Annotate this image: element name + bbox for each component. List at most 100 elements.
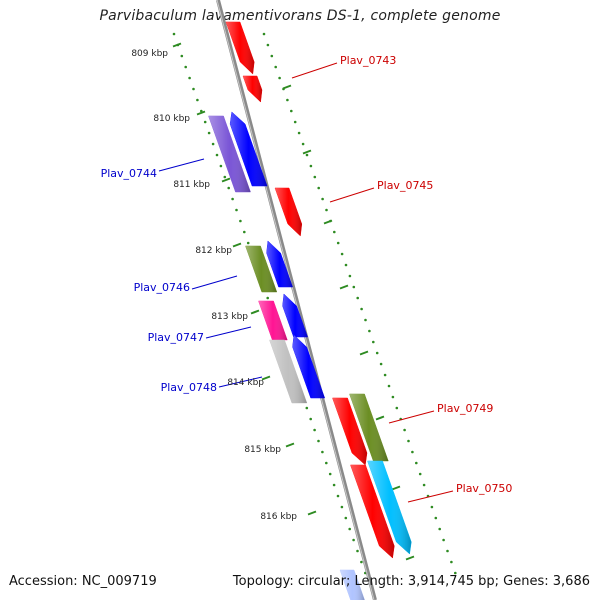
left-ruler-dot [223, 175, 227, 179]
right-ruler-dot [321, 197, 324, 201]
right-ruler-dot [325, 208, 328, 212]
rev-cds-purple-shade [208, 116, 251, 192]
gene-label[interactable]: Plav_0747 [148, 331, 204, 344]
left-major-tick [232, 242, 242, 248]
left-ruler-dot [184, 65, 187, 69]
kbp-label: 814 kbp [227, 378, 264, 388]
rev-cds-blue-shade [292, 335, 325, 398]
kbp-label: 811 kbp [173, 180, 210, 190]
right-ruler-dot [313, 175, 317, 179]
right-ruler-dot [290, 109, 293, 113]
right-ruler-dot [411, 450, 414, 454]
left-ruler-dot [344, 516, 348, 520]
left-ruler-dot [219, 164, 223, 168]
left-ruler-dot [246, 241, 250, 245]
left-ruler-dot [305, 406, 309, 410]
left-ruler-dot [360, 560, 363, 564]
gene-leader-line [329, 187, 375, 203]
gene-leader-line [205, 326, 252, 339]
gene-label[interactable]: Plav_0748 [161, 381, 217, 394]
left-ruler-dot [340, 505, 344, 509]
genome-backbone [216, 0, 377, 600]
left-major-tick [221, 177, 231, 183]
left-ruler-dot [227, 186, 230, 190]
right-ruler-dot [286, 98, 289, 102]
right-ruler-dot [262, 32, 266, 36]
gene-leader-line [407, 490, 454, 503]
left-ruler-dot [215, 153, 219, 157]
gene-labels: Plav_0743 Plav_0744 Plav_0745 Plav_0746 Plav… [101, 54, 512, 503]
left-ruler-dot [332, 483, 336, 487]
left-ruler-dot [317, 439, 320, 443]
left-major-tick [307, 510, 317, 516]
right-ruler-dot [356, 296, 360, 300]
right-ruler-dot [278, 76, 281, 80]
left-ruler-dot [196, 98, 199, 102]
right-ruler-dot [454, 571, 457, 575]
right-ruler-dot [407, 439, 410, 443]
kbp-label: 812 kbp [195, 246, 232, 256]
right-ruler-dot [301, 142, 305, 146]
right-ruler-dot [360, 307, 363, 311]
right-major-tick [359, 350, 369, 356]
left-ruler-dot [266, 296, 270, 300]
left-ruler-dot [309, 417, 313, 421]
right-ruler-dot [375, 351, 379, 355]
gene-label[interactable]: Plav_0749 [437, 402, 493, 415]
right-ruler-dot [297, 131, 301, 135]
right-major-tick [391, 485, 401, 491]
gene-label[interactable]: Plav_0745 [377, 179, 433, 192]
right-ruler-dot [274, 65, 278, 69]
right-ruler-dot [434, 516, 438, 520]
left-ruler-dot [188, 76, 191, 80]
gene-label[interactable]: Plav_0750 [456, 482, 512, 495]
right-major-tick [302, 149, 312, 155]
right-ruler-dot [403, 428, 406, 432]
ruler-ticks [172, 32, 457, 575]
gene-leader-line [291, 62, 338, 79]
right-ruler-dot [372, 340, 375, 344]
right-ruler-dot [340, 252, 344, 256]
map-title: Parvibaculum lavamentivorans DS-1, compl… [99, 8, 501, 24]
gene-label[interactable]: Plav_0746 [134, 281, 190, 294]
fwd-cds-red-shade [332, 398, 367, 465]
kbp-label: 810 kbp [153, 114, 190, 124]
right-ruler-dot [305, 153, 309, 157]
left-ruler-dot [336, 494, 340, 498]
left-ruler-dot [313, 428, 316, 432]
right-ruler-dot [422, 483, 426, 487]
left-ruler-dot [203, 120, 207, 124]
rev-cds-blue-shade [230, 112, 268, 186]
gene-label[interactable]: Plav_0744 [101, 167, 157, 180]
gene-features [208, 21, 412, 600]
genome-summary: Topology: circular; Length: 3,914,745 bp… [232, 574, 590, 589]
right-ruler-dot [446, 549, 449, 553]
kbp-label: 816 kbp [260, 512, 297, 522]
right-ruler-dot [379, 362, 383, 366]
gene-leader-line [388, 410, 435, 424]
left-ruler-dot [328, 472, 332, 476]
right-ruler-dot [368, 329, 371, 333]
left-ruler-dot [207, 131, 211, 135]
accession-text: Accession: NC_009719 [9, 574, 157, 589]
left-ruler-dot [325, 461, 328, 465]
left-ruler-dot [243, 230, 246, 234]
left-ruler-dot [348, 527, 352, 531]
left-major-tick [172, 42, 182, 48]
left-ruler-dot [352, 538, 355, 542]
right-ruler-dot [266, 43, 270, 47]
right-ruler-dot [352, 285, 356, 289]
right-ruler-dot [418, 472, 422, 476]
left-ruler-dot [172, 32, 176, 36]
gene-label[interactable]: Plav_0743 [340, 54, 396, 67]
right-major-tick [282, 84, 292, 90]
left-ruler-dot [211, 142, 215, 146]
right-ruler-dot [309, 164, 313, 168]
rev-cds-blue-shade [282, 294, 308, 337]
right-ruler-dot [450, 560, 453, 564]
right-ruler-dot [430, 505, 434, 509]
right-ruler-dot [442, 538, 445, 542]
kbp-label: 815 kbp [244, 445, 281, 455]
right-ruler-dot [348, 274, 352, 278]
